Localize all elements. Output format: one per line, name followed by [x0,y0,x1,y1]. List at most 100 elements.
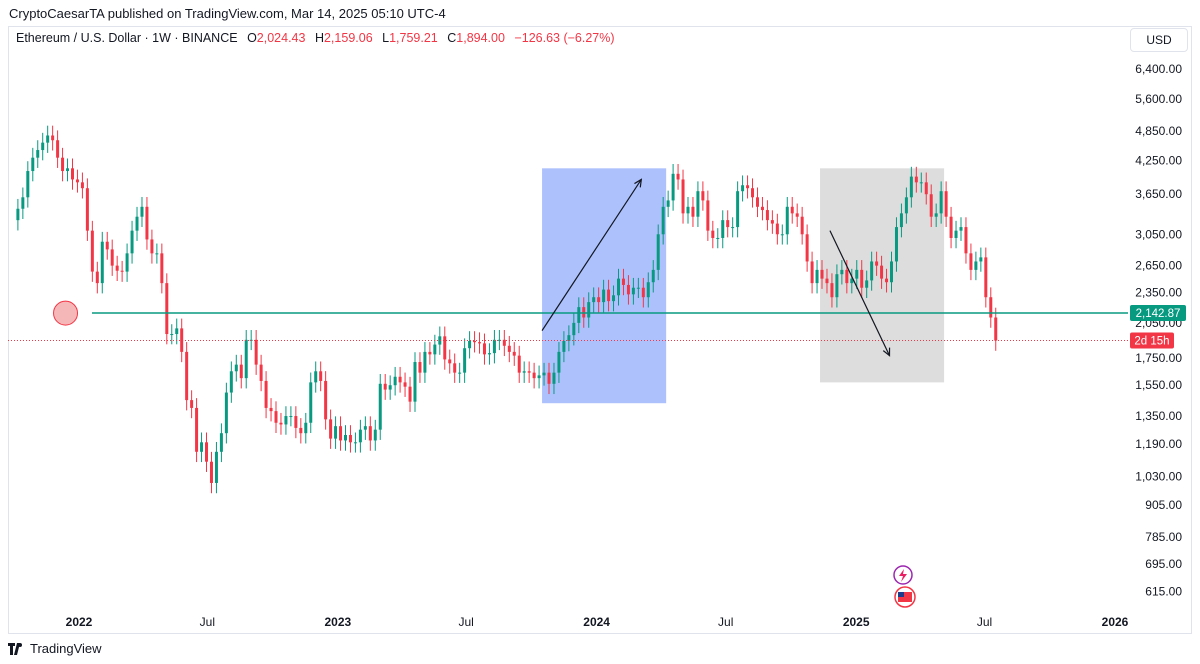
low-label: L [382,31,390,45]
candle-body [780,234,784,236]
candle-body [959,227,963,231]
candle-body [115,265,119,271]
candle-body [755,197,759,207]
candle-body [155,253,159,255]
candle-body [413,362,417,402]
candle-body [348,434,352,443]
footer-brand: TradingView [8,640,102,660]
candle-body [373,429,377,441]
candle-body [31,157,35,172]
candle-body [95,271,99,284]
candle-body [994,317,998,341]
candle-body [284,416,288,425]
rally-arrow[interactable] [541,179,642,331]
candle-body [517,355,521,373]
candle-body [363,426,367,430]
arrow-head [882,347,891,357]
candle-body [592,297,596,303]
candle-body [428,351,432,355]
candle-body [860,269,864,288]
candle-body [979,257,983,262]
candle-body [969,253,973,270]
candle-body [219,433,223,452]
candle-body [870,261,874,281]
candle-body [765,210,769,221]
candle-body [358,429,362,443]
candle-body [751,188,755,198]
candle-body [487,353,491,355]
candle-body [989,297,993,318]
candle-body [110,249,114,266]
high-value: 2,159.06 [323,31,373,45]
candle-body [135,216,139,231]
candle-body [706,200,710,231]
countdown-label: 2d 15h [1134,336,1169,348]
candle-body [393,376,397,386]
open-label: O [247,31,257,45]
y-tick-label: 1,030.00 [1135,469,1182,483]
x-tick-label: Jul [977,615,992,629]
candle-body [209,461,213,483]
candle-body [746,185,750,189]
candle-body [145,206,149,240]
level-price-tag [1130,305,1186,321]
arrow-head [634,178,643,188]
candle-body [899,213,903,228]
candle-body [229,371,233,393]
candle-body [741,185,745,192]
candle-body [785,206,789,235]
candle-body [458,372,462,374]
candle-body [56,140,60,158]
candle-body [289,416,293,418]
candle-body [274,411,278,423]
candle-body [497,339,501,341]
candle-body [830,283,834,298]
drop-arrow[interactable] [829,230,891,356]
y-tick-label: 2,350.00 [1135,285,1182,299]
currency-button[interactable]: USD [1130,28,1188,52]
candle-body [671,173,675,201]
y-tick-label: 5,600.00 [1135,92,1182,106]
candle-body [557,351,561,373]
candle-body [269,407,273,412]
candle-body [865,280,869,288]
candle-body [264,380,268,408]
candle-body [914,176,918,183]
candle-body [443,336,447,360]
candle-body [214,451,218,483]
candle-body [651,269,655,283]
candle-body [418,362,422,373]
y-tick-label: 1,190.00 [1135,437,1182,451]
x-tick-label: 2024 [583,615,610,629]
candle-body [324,380,328,420]
candle-body [85,188,89,231]
candle-body [567,335,571,342]
symbol-label[interactable]: Ethereum / U.S. Dollar · 1W · BINANCE [16,31,238,45]
candle-body [319,371,323,381]
change-value: −126.63 (−6.27%) [514,31,615,45]
candle-body [170,334,174,336]
y-tick-label: 2,650.00 [1135,259,1182,273]
candle-body [577,307,581,323]
lightning-glyph-icon [899,569,907,582]
candle-body [482,343,486,355]
candle-body [805,234,809,262]
close-label: C [447,31,457,45]
candle-body [964,227,968,254]
candle-body [547,372,551,384]
candle-body [656,234,660,270]
candle-body [388,385,392,390]
level-touch-circle[interactable] [53,300,79,326]
candle-body [453,363,457,373]
candle-body [795,213,799,217]
candle-body [686,206,690,214]
candle-body [100,241,104,284]
countdown-tag [1130,332,1174,349]
candle-body [185,351,189,401]
candle-body [130,230,134,254]
candle-body [721,220,725,238]
candle-body [716,237,720,239]
candle-body [631,287,635,295]
candle-body [150,239,154,254]
